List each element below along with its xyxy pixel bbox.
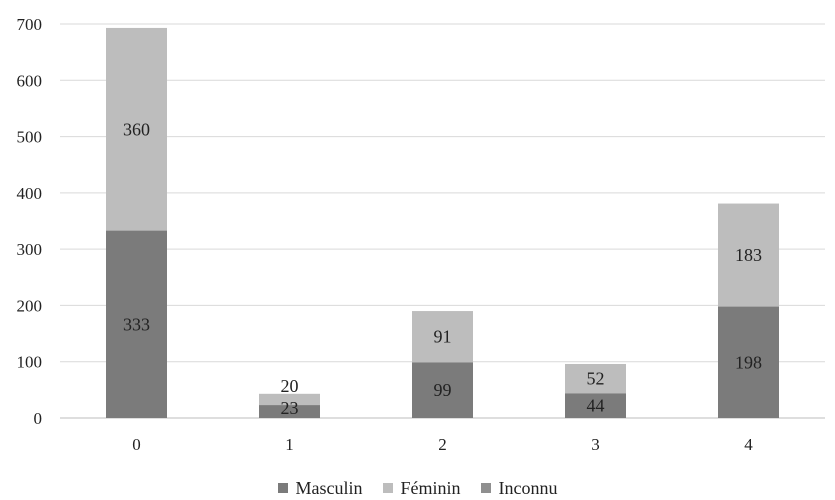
x-tick-label-4: 4 [744, 435, 753, 454]
y-tick-label-200: 200 [17, 296, 43, 315]
legend-swatch-feminin [382, 483, 393, 493]
x-tick-label-1: 1 [285, 435, 294, 454]
bar-féminin-3 [565, 363, 626, 394]
x-axis: 0 1 2 3 4 [132, 435, 753, 454]
legend-item-masculin: Masculin [277, 477, 363, 499]
y-axis: 0 100 200 300 400 500 600 700 [17, 15, 43, 428]
data-label-féminin-4: 183 [735, 245, 762, 265]
bar-masculin-0 [106, 230, 167, 418]
bar-féminin-2 [412, 311, 473, 363]
x-tick-label-0: 0 [132, 435, 141, 454]
legend-label-inconnu: Inconnu [498, 477, 558, 498]
bar-féminin-1 [259, 393, 320, 406]
gridlines [60, 23, 825, 419]
y-tick-label-0: 0 [34, 409, 43, 428]
data-label-féminin-1: 20 [281, 376, 299, 396]
data-label-masculin-3: 44 [587, 396, 605, 416]
bar-féminin-4 [718, 203, 779, 307]
legend-swatch-masculin [277, 483, 288, 493]
y-tick-label-600: 600 [17, 71, 43, 90]
legend-item-inconnu: Inconnu [480, 477, 558, 499]
legend-item-feminin: Féminin [382, 477, 461, 499]
data-label-féminin-0: 360 [123, 119, 150, 139]
bar-masculin-2 [412, 362, 473, 418]
data-label-masculin-0: 333 [123, 314, 150, 334]
bar-féminin-0 [106, 27, 167, 231]
legend: Masculin Féminin Inconnu [0, 476, 835, 500]
y-tick-label-700: 700 [17, 15, 43, 34]
data-label-masculin-2: 99 [434, 380, 452, 400]
data-label-masculin-4: 198 [735, 352, 762, 372]
y-tick-label-300: 300 [17, 240, 43, 259]
x-tick-label-3: 3 [591, 435, 600, 454]
y-tick-label-100: 100 [17, 353, 43, 372]
y-tick-label-500: 500 [17, 128, 43, 147]
bar-masculin-3 [565, 393, 626, 418]
data-label-féminin-2: 91 [434, 327, 452, 347]
bar-masculin-1 [259, 405, 320, 418]
legend-label-masculin: Masculin [295, 477, 363, 498]
y-tick-label-400: 400 [17, 184, 43, 203]
data-label-féminin-3: 52 [587, 369, 605, 389]
bars [106, 27, 779, 418]
bar-masculin-4 [718, 306, 779, 418]
data-label-masculin-1: 23 [281, 398, 299, 418]
legend-label-feminin: Féminin [400, 477, 461, 498]
x-tick-label-2: 2 [438, 435, 447, 454]
legend-swatch-inconnu [480, 483, 491, 493]
